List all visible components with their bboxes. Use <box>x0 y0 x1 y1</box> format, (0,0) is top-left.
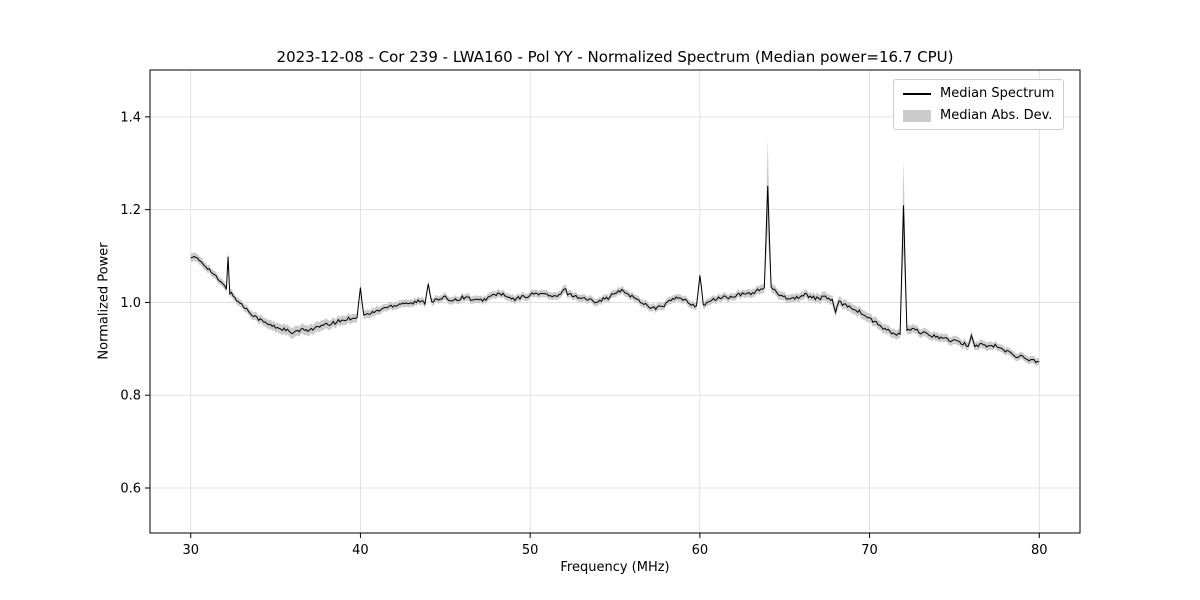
y-tick-label: 1.2 <box>120 203 141 218</box>
y-tick-label: 1.0 <box>120 296 141 311</box>
x-tick-label: 60 <box>692 543 709 558</box>
x-tick-label: 30 <box>182 543 199 558</box>
y-tick-label: 0.8 <box>120 389 141 404</box>
y-axis-label: Normalized Power <box>96 242 112 360</box>
legend-entry-median-abs-dev: Median Abs. Dev. <box>903 108 1054 123</box>
legend-entry-median-spectrum: Median Spectrum <box>903 86 1054 101</box>
x-tick-label: 40 <box>352 543 369 558</box>
median-spectrum-line <box>190 185 1040 364</box>
mad-band <box>190 139 1040 367</box>
x-tick-label: 50 <box>522 543 539 558</box>
x-axis-label: Frequency (MHz) <box>560 560 670 575</box>
axes-box <box>149 69 1081 534</box>
chart-title: 2023-12-08 - Cor 239 - LWA160 - Pol YY -… <box>276 48 954 66</box>
x-tick-label: 70 <box>861 543 878 558</box>
legend-label: Median Abs. Dev. <box>940 108 1053 123</box>
patch-swatch-icon <box>903 109 931 122</box>
y-tick-label: 1.4 <box>120 110 141 125</box>
y-tick-label: 0.6 <box>120 481 141 496</box>
legend-label: Median Spectrum <box>940 86 1055 101</box>
legend: Median Spectrum Median Abs. Dev. <box>893 79 1065 130</box>
x-tick-label: 80 <box>1031 543 1048 558</box>
line-swatch-icon <box>903 92 931 95</box>
